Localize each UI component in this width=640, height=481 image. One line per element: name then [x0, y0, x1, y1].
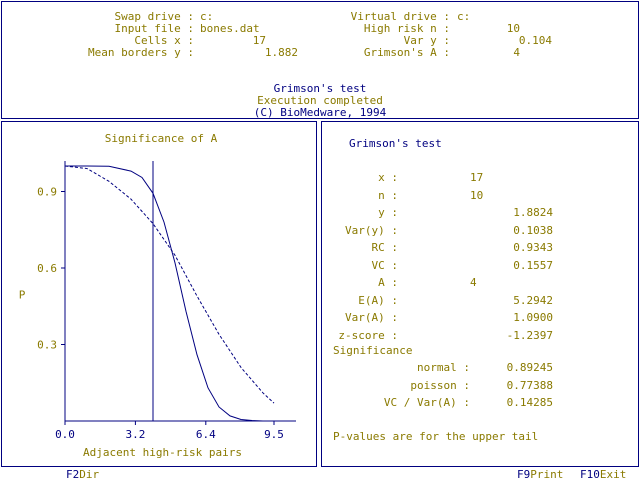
- result-label: Var(y) :: [345, 223, 398, 237]
- result-label: A :: [378, 276, 398, 289]
- result-value: -1.2397: [506, 328, 553, 342]
- input-file-label: Input file :: [114, 22, 194, 35]
- pvalue-footnote: P-values are for the upper tail: [333, 430, 539, 443]
- significance-label: VC / Var(A) :: [383, 396, 470, 409]
- var-y-value: 0.104: [518, 34, 552, 47]
- cells-x-label: Cells x :: [134, 34, 194, 47]
- chart-title: Significance of A: [104, 132, 218, 145]
- chart-panel: Significance of A 0.3 0.6 0.9 0.0 3.2 6.4 9.5 A…: [1, 121, 317, 467]
- result-value: 1.8824: [513, 206, 553, 219]
- result-value: 0.1038: [513, 223, 553, 237]
- mean-borders-label: Mean borders y :: [88, 46, 194, 59]
- high-risk-n-value: 10: [506, 22, 520, 35]
- dashed-curve: [64, 165, 275, 404]
- x-tick-label: 3.2: [125, 428, 145, 441]
- cells-x-value: 17: [252, 34, 266, 47]
- virtual-drive-label: Virtual drive :: [350, 10, 450, 23]
- significance-value: 0.14285: [506, 396, 553, 409]
- results-title: Grimson's test: [349, 137, 442, 150]
- f9-key: F9: [517, 468, 531, 481]
- significance-value: 0.77388: [506, 378, 553, 392]
- execution-status: Execution completed: [257, 94, 383, 107]
- result-value: 4: [470, 276, 477, 289]
- result-value: 0.1557: [513, 258, 553, 272]
- mean-borders-value: 1.882: [264, 46, 298, 59]
- f2-key: F2: [66, 468, 80, 481]
- significance-value: 0.89245: [506, 361, 553, 374]
- result-value: 1.0900: [513, 311, 553, 324]
- result-label: z-score :: [338, 328, 398, 342]
- significance-heading: Significance: [333, 344, 413, 357]
- result-label: n :: [378, 188, 398, 202]
- significance-label: normal :: [417, 361, 470, 374]
- result-value: 0.9343: [513, 241, 553, 254]
- y-axis-label: P: [19, 289, 26, 302]
- copyright: (C) BioMedware, 1994: [253, 106, 387, 119]
- y-tick-label: 0.9: [37, 186, 57, 199]
- f10-exit-key[interactable]: F10Exit: [580, 469, 626, 481]
- result-value: 5.2942: [513, 293, 553, 307]
- result-label: y :: [378, 206, 398, 219]
- result-label: E(A) :: [358, 293, 398, 307]
- var-y-label: Var y :: [403, 34, 450, 47]
- significance-label: poisson :: [410, 378, 470, 392]
- high-risk-n-label: High risk n :: [363, 22, 450, 35]
- x-axis-label: Adjacent high-risk pairs: [83, 446, 242, 459]
- result-label: VC :: [371, 258, 399, 272]
- x-tick-label: 0.0: [55, 428, 75, 441]
- virtual-drive-value: c:: [457, 10, 471, 23]
- result-value: 10: [470, 188, 484, 202]
- result-label: Var(A) :: [345, 311, 398, 324]
- swap-drive-label: Swap drive :: [114, 10, 194, 23]
- f2-label: Dir: [79, 468, 100, 481]
- y-tick-label: 0.6: [37, 262, 57, 275]
- result-label: RC :: [371, 241, 399, 254]
- x-tick-label: 9.5: [264, 428, 284, 441]
- header-panel: Swap drive : c: Virtual drive : c: Input…: [1, 1, 639, 119]
- input-file-value: bones.dat: [200, 22, 260, 35]
- swap-drive-value: c:: [200, 10, 214, 23]
- results-panel: Grimson's test x : 17 n : 10 y : 1.8824 Var(y)…: [321, 121, 639, 467]
- header-title: Grimson's test: [273, 82, 367, 95]
- chart-svg: 0.3 0.6 0.9 0.0 3.2 6.4 9.5 Adjacent high-risk …: [19, 161, 296, 459]
- f9-print-key[interactable]: F9Print: [517, 469, 563, 481]
- grimsons-a-label: Grimson's A :: [363, 46, 450, 59]
- result-value: 17: [470, 171, 484, 184]
- plot-area: 0.3 0.6 0.9 0.0 3.2 6.4 9.5 Adjacent high-risk …: [19, 161, 296, 459]
- f10-key: F10: [580, 468, 600, 481]
- x-tick-label: 6.4: [196, 428, 216, 441]
- f10-label: Exit: [599, 468, 627, 481]
- f2-dir-key[interactable]: F2Dir: [66, 469, 99, 481]
- grimsons-a-value: 4: [513, 46, 520, 59]
- result-label: x :: [378, 171, 398, 184]
- y-tick-label: 0.3: [37, 339, 57, 352]
- f9-label: Print: [530, 468, 564, 481]
- solid-curve: [65, 165, 264, 422]
